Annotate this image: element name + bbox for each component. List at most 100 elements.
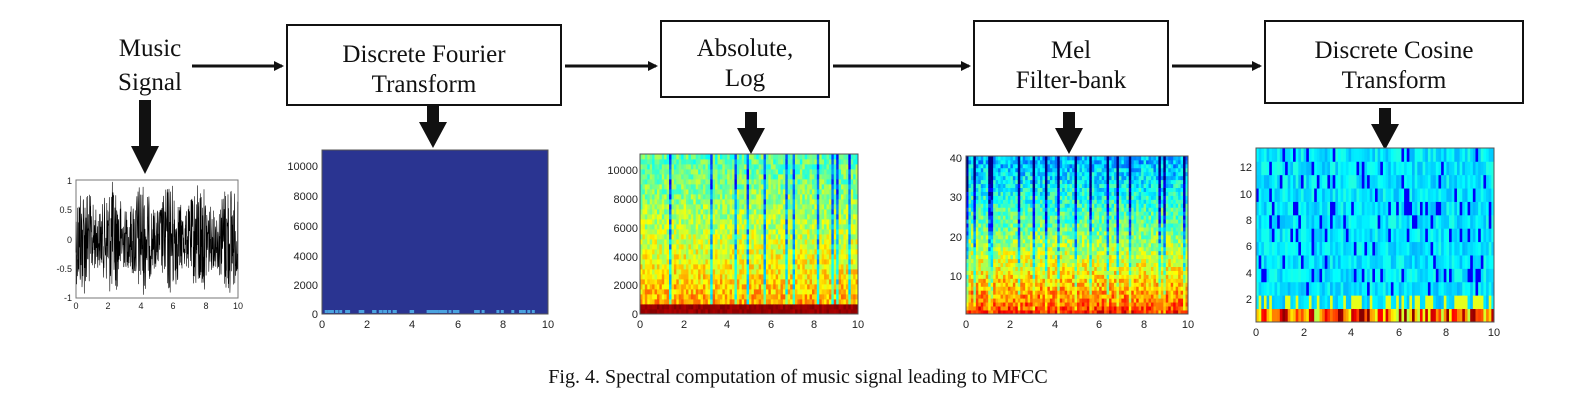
mel-cell: [1007, 294, 1011, 299]
log-cell: [790, 189, 793, 195]
log-cell: [787, 239, 791, 245]
mel-cell: [1010, 302, 1014, 307]
log-cell: [688, 304, 692, 310]
mel-cell: [1062, 179, 1066, 185]
log-cell: [785, 204, 789, 210]
mel-cell: [978, 203, 982, 208]
log-cell: [722, 154, 726, 160]
log-cell: [702, 174, 706, 180]
dft-noise-mark: [329, 310, 333, 313]
log-cell: [816, 159, 820, 165]
log-cell: [729, 254, 733, 260]
mel-cell: [988, 223, 992, 228]
mel-cell: [1049, 294, 1053, 299]
mel-cell: [968, 274, 972, 279]
log-cell: [799, 309, 803, 315]
mel-cell: [1007, 187, 1011, 192]
log-cell: [702, 199, 706, 205]
log-cell: [712, 234, 716, 240]
mel-cell: [1030, 227, 1033, 232]
log-cell: [702, 294, 706, 300]
log-cell: [681, 154, 684, 160]
mel-cell: [1074, 290, 1078, 295]
mel-cell: [1037, 262, 1041, 267]
log-cell: [833, 299, 837, 305]
mel-cell: [975, 171, 979, 177]
log-cell: [700, 164, 704, 170]
mel-cell: [1054, 223, 1058, 228]
log-cell: [811, 269, 815, 275]
mel-cell: [1067, 187, 1070, 192]
log-cell: [773, 194, 777, 200]
mel-cell: [1022, 270, 1026, 275]
mel-cell: [1000, 238, 1004, 244]
mel-cell: [1062, 306, 1066, 311]
mel-cell: [1037, 278, 1041, 283]
log-cell: [756, 194, 760, 200]
log-cell: [782, 184, 786, 190]
log-cell: [695, 194, 699, 200]
log-cell: [644, 269, 648, 275]
log-cell: [845, 294, 849, 300]
mel-cell: [968, 282, 972, 287]
mel-cell: [1000, 290, 1004, 295]
log-cell: [715, 304, 718, 310]
mel-cell: [1052, 156, 1056, 161]
log-cell: [739, 279, 743, 285]
mel-cell: [1032, 282, 1036, 287]
log-cell: [749, 164, 752, 170]
mel-cell: [1069, 266, 1073, 271]
log-cell: [659, 299, 663, 305]
log-cell: [853, 219, 856, 225]
log-cell: [683, 279, 687, 285]
log-cell: [763, 189, 767, 195]
mel-cell: [1049, 278, 1053, 283]
log-cell: [681, 259, 684, 265]
log-cell: [700, 199, 704, 205]
log-cell: [715, 174, 718, 180]
mel-cell: [1000, 298, 1004, 303]
mel-cell: [1054, 290, 1058, 295]
log-cell: [739, 259, 743, 265]
mel-cell: [1032, 242, 1036, 248]
log-cell: [797, 209, 801, 215]
log-cell: [770, 249, 774, 255]
log-cell: [853, 274, 856, 280]
mel-cell: [1012, 179, 1016, 185]
log-cell: [702, 274, 706, 280]
log-cell: [838, 154, 842, 160]
log-cell: [693, 154, 697, 160]
log-cell: [717, 199, 721, 205]
log-cell: [836, 159, 840, 165]
log-cell: [802, 239, 806, 245]
log-cell: [698, 304, 701, 310]
log-cell: [773, 154, 777, 160]
log-cell: [804, 214, 808, 220]
log-cell: [652, 249, 655, 255]
mel-cell: [988, 290, 992, 295]
log-cell: [802, 229, 806, 235]
mel-cell: [983, 294, 987, 299]
log-cell: [848, 154, 852, 160]
mel-cell: [1000, 286, 1004, 291]
mel-cell: [1081, 306, 1085, 311]
log-cell: [763, 269, 767, 275]
log-cell: [782, 309, 786, 315]
log-cell: [855, 304, 859, 310]
mel-cell: [988, 203, 992, 208]
log-cell: [640, 169, 643, 175]
log-cell: [734, 249, 738, 255]
log-cell: [739, 209, 743, 215]
mel-cell: [975, 290, 979, 295]
mel-cell: [990, 183, 994, 188]
mel-cell: [1035, 179, 1038, 185]
log-cell: [649, 294, 653, 300]
log-spectrogram-plot: 10000 8000 6000 4000 2000 0 0 2 4 6 8 10: [607, 153, 864, 331]
log-cell: [826, 199, 830, 205]
log-cell: [749, 229, 752, 235]
log-cell: [787, 229, 791, 235]
log-ytick: 0: [632, 309, 638, 321]
log-cell: [724, 184, 728, 190]
log-cell: [676, 194, 680, 200]
mel-cell: [1010, 187, 1014, 192]
